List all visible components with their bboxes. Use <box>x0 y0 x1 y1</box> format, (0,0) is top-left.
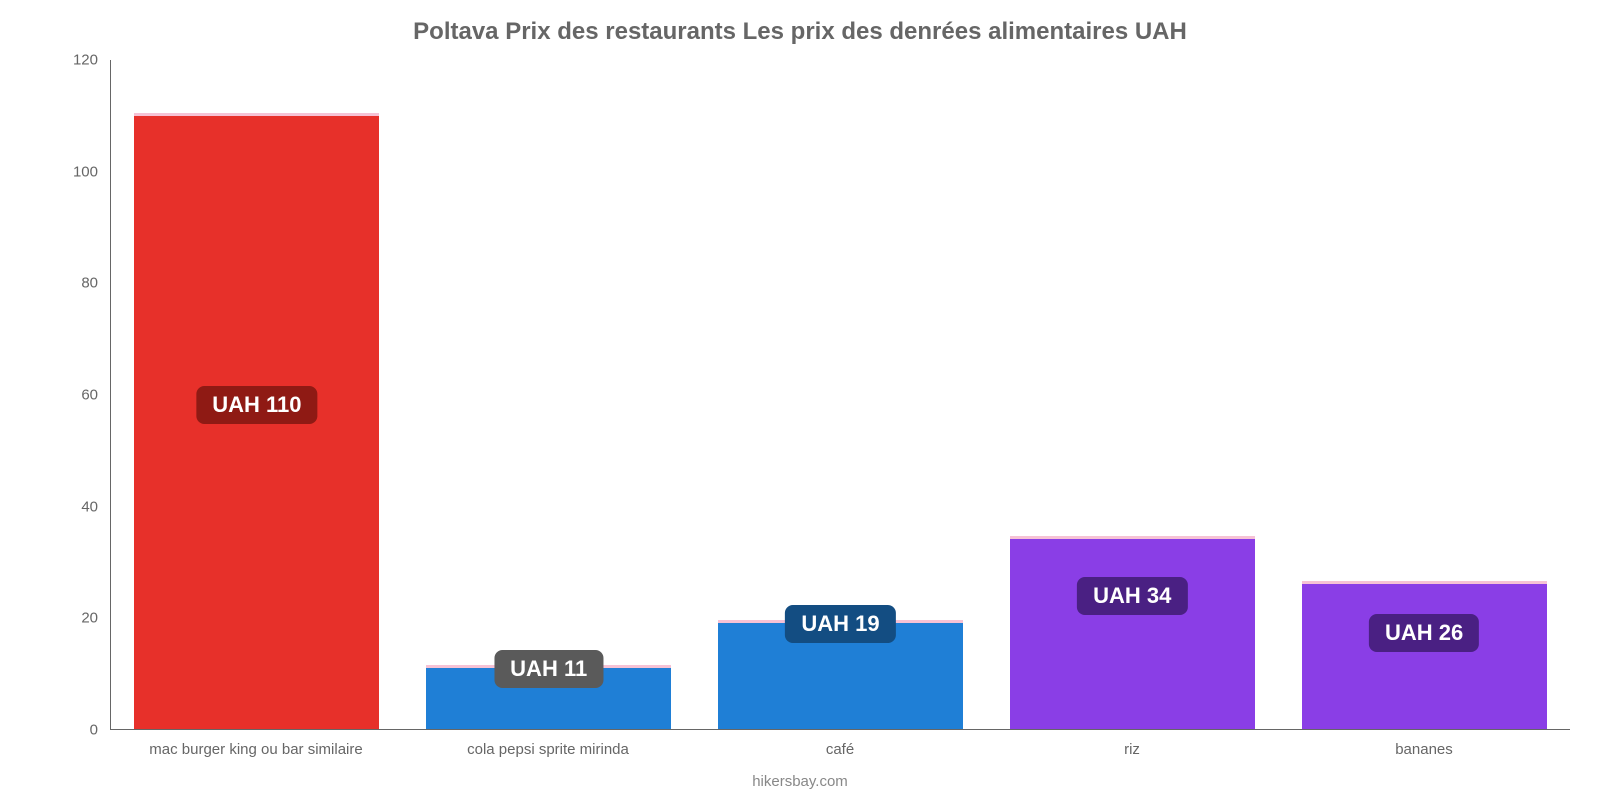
y-tick: 80 <box>60 275 104 292</box>
credit-text: hikersbay.com <box>0 773 1600 790</box>
chart-title: Poltava Prix des restaurants Les prix de… <box>0 0 1600 46</box>
bar: UAH 110 <box>134 116 379 729</box>
bar-top-accent <box>1010 536 1255 539</box>
bar-value-label: UAH 19 <box>785 605 895 643</box>
bar: UAH 19 <box>718 623 963 729</box>
x-axis-label: riz <box>986 741 1278 758</box>
x-axis-labels: mac burger king ou bar similairecola pep… <box>110 741 1570 758</box>
bar-value-label: UAH 110 <box>196 386 317 424</box>
x-axis-label: cola pepsi sprite mirinda <box>402 741 694 758</box>
y-tick: 40 <box>60 498 104 515</box>
bar: UAH 11 <box>426 668 671 729</box>
bar-value-label: UAH 26 <box>1369 614 1479 652</box>
chart-area: 020406080100120 UAH 110UAH 11UAH 19UAH 3… <box>60 60 1570 730</box>
bar: UAH 34 <box>1010 539 1255 729</box>
bar-slot: UAH 26 <box>1278 60 1570 729</box>
bar-slot: UAH 11 <box>403 60 695 729</box>
bar-value-label: UAH 11 <box>494 650 603 688</box>
x-axis-label: bananes <box>1278 741 1570 758</box>
y-tick: 20 <box>60 610 104 627</box>
plot-area: UAH 110 UAH 11 UAH 19 UAH 34 UAH 26 <box>110 60 1570 730</box>
bar-top-accent <box>134 113 379 116</box>
bars-container: UAH 110 UAH 11 UAH 19 UAH 34 UAH 26 <box>111 60 1570 729</box>
x-axis-label: café <box>694 741 986 758</box>
bar-slot: UAH 19 <box>695 60 987 729</box>
y-tick: 120 <box>60 52 104 69</box>
y-tick: 0 <box>60 722 104 739</box>
bar-slot: UAH 34 <box>986 60 1278 729</box>
x-axis-label: mac burger king ou bar similaire <box>110 741 402 758</box>
bar: UAH 26 <box>1302 584 1547 729</box>
y-tick: 100 <box>60 163 104 180</box>
bar-top-accent <box>1302 581 1547 584</box>
y-axis: 020406080100120 <box>60 60 104 730</box>
y-tick: 60 <box>60 387 104 404</box>
bar-value-label: UAH 34 <box>1077 577 1187 615</box>
bar-slot: UAH 110 <box>111 60 403 729</box>
